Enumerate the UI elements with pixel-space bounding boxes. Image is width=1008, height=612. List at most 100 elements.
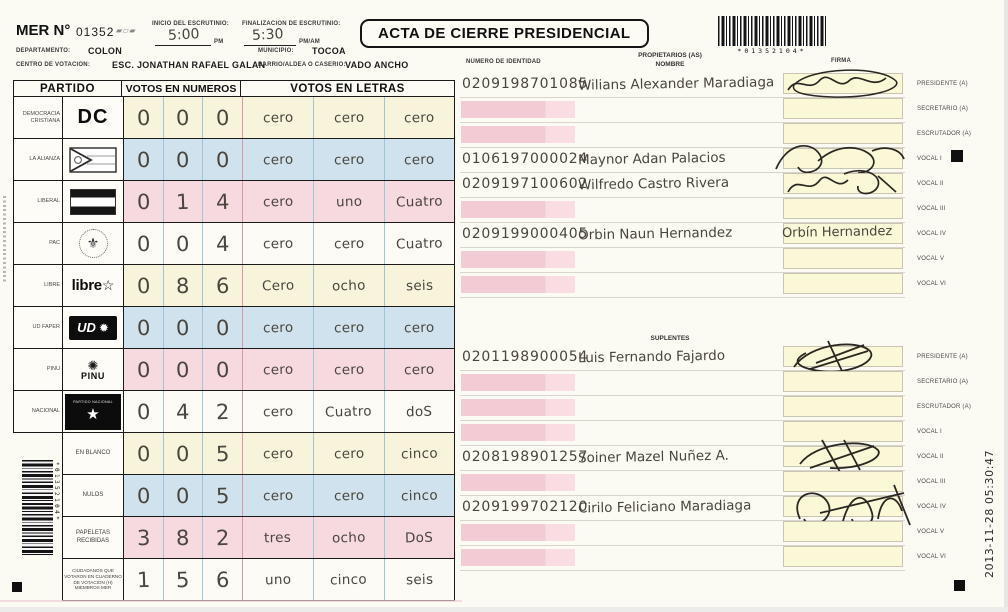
party-name: UD FAPER [32, 324, 60, 331]
member-row-propietario: 0209199000405 Orbin Naun Hernandez Orbín… [460, 222, 946, 248]
votes-digit: 0 [136, 399, 151, 424]
party-name: LA ALIANZA [29, 156, 60, 163]
role-label: VOCAL III [917, 479, 946, 485]
empty-id-cell [461, 524, 575, 541]
departamento-value: COLON [88, 46, 122, 56]
votes-word: cero [262, 193, 294, 210]
votes-digit: 0 [136, 147, 151, 172]
fin-underline [244, 44, 296, 46]
votes-word: cero [403, 361, 435, 378]
votes-word: cero [403, 151, 435, 168]
empty-id-cell [461, 474, 575, 491]
votes-digit: 4 [215, 189, 230, 214]
votes-word: cero [333, 319, 365, 336]
sun-icon: ✹ [98, 320, 109, 335]
empty-id-cell [461, 201, 575, 218]
votes-word: cero [333, 109, 365, 126]
signature-box [783, 248, 903, 269]
empty-id-cell [461, 101, 575, 118]
votes-word: uno [264, 571, 292, 588]
role-label: VOCAL VI [917, 554, 947, 560]
votes-word: cero [403, 109, 435, 126]
votes-digit: 2 [215, 525, 230, 550]
star-solid-icon: ★ [86, 405, 100, 423]
member-id: 0209198701085 [462, 76, 589, 92]
member-row-propietario: VOCAL III [460, 197, 945, 223]
member-row-propietario: VOCAL V [460, 247, 944, 273]
inicio-underline [155, 44, 211, 46]
votes-word: cinco [400, 445, 439, 462]
votes-digit: 0 [175, 105, 190, 130]
scan-right-edge [1004, 0, 1008, 612]
scan-timestamp: 2013-11-28 05:30:47 [983, 449, 996, 578]
votes-digit: 6 [215, 273, 230, 298]
votes-word: cero [262, 235, 294, 252]
member-row-propietario: ESCRUTADOR (A) [460, 122, 971, 148]
document-title: ACTA DE CIERRE PRESIDENCIAL [360, 19, 649, 48]
table-row-papeletas: PAPELETAS RECIBIDAS 3 8 2 tres ocho DoS [62, 517, 455, 559]
votes-digit: 8 [175, 273, 190, 298]
table-row-nulos: NULOS 0 0 5 cero cero cinco [62, 475, 455, 517]
table-row-pac: PAC ⚜ 0 0 4 cero cero Cuatro [13, 223, 455, 265]
member-name: Maynor Adan Palacios [577, 149, 726, 169]
signature-text: Orbín Hernandez [781, 224, 893, 241]
table-row-ciudadanos: CIUDADANOS QUE VOTARON EN CUADERNO DE VO… [62, 559, 455, 601]
top-barcode [718, 16, 826, 46]
empty-id-cell [461, 126, 575, 143]
fleur-de-lis-icon: ⚜ [86, 235, 100, 251]
votes-digit: 0 [175, 483, 190, 508]
votes-digit: 0 [215, 105, 230, 130]
votes-digit: 0 [136, 231, 151, 256]
votes-word: doS [406, 403, 433, 420]
votes-digit: 2 [215, 399, 230, 424]
barrio-label: BARRIO/ALDEA O CASERIO: [258, 62, 346, 68]
fin-label: FINALIZACION DE ESCRUTINIO: [242, 21, 341, 27]
libre-logo: libre ☆ [63, 265, 124, 306]
votes-digit: 4 [215, 231, 230, 256]
member-row-propietario: 0209198701085 Wilians Alexander Maradiag… [460, 69, 968, 98]
votes-digit: 5 [215, 441, 230, 466]
member-name: Wilfredo Castro Rivera [577, 174, 730, 194]
signature-scribble [796, 484, 911, 527]
votes-digit: 0 [215, 147, 230, 172]
role-label: VOCAL IV [917, 231, 947, 237]
firma-column-header: FIRMA [831, 58, 851, 64]
role-label: VOCAL II [917, 454, 944, 460]
empty-id-cell [461, 374, 575, 391]
signature-box [783, 471, 903, 492]
votes-digit: 0 [175, 231, 190, 256]
role-label: SECRETARIO (A) [917, 106, 969, 112]
table-row-pinu: PINU ✺ PINU 0 0 0 cero cero cero [13, 349, 455, 391]
member-row-suplente: VOCAL I [460, 420, 942, 446]
member-row-suplente: SECRETARIO (A) [460, 370, 968, 396]
member-row-suplente: VOCAL III [460, 470, 945, 496]
party-name: PINU [46, 366, 60, 373]
role-label: VOCAL III [917, 206, 946, 212]
member-id: 0209199000405 [462, 226, 589, 242]
centro-label: CENTRO DE VOTACION: [16, 62, 91, 68]
votes-word: cero [262, 319, 294, 336]
sunburst-icon: ✺ [87, 357, 99, 373]
votes-word: cero [333, 361, 365, 378]
signature-box [783, 123, 903, 144]
votes-digit: 0 [215, 315, 230, 340]
member-id: 0106197000024 [462, 151, 589, 167]
signature-box [783, 521, 903, 542]
row-label: NULOS [82, 491, 104, 498]
role-label: VOCAL V [917, 529, 945, 535]
liberal-flag-logo [63, 181, 124, 222]
empty-id-cell [461, 424, 575, 441]
votes-word: uno [335, 193, 363, 210]
votes-digit: 0 [215, 357, 230, 382]
member-id: 0209199702120 [462, 499, 589, 515]
scan-bottom-edge [0, 607, 1008, 612]
table-row-dc: DEMOCRACIA CRISTIANA DC 0 0 0 cero cero … [13, 97, 455, 139]
registration-mark [951, 150, 963, 162]
votes-digit: 1 [175, 189, 190, 214]
member-name: Wilians Alexander Maradiaga [577, 74, 775, 94]
id-column-header: NUMERO DE IDENTIDAD [466, 59, 541, 65]
signature-scribble [799, 439, 880, 473]
votes-digit: 0 [175, 441, 190, 466]
member-row-propietario: VOCAL VI [460, 272, 946, 298]
